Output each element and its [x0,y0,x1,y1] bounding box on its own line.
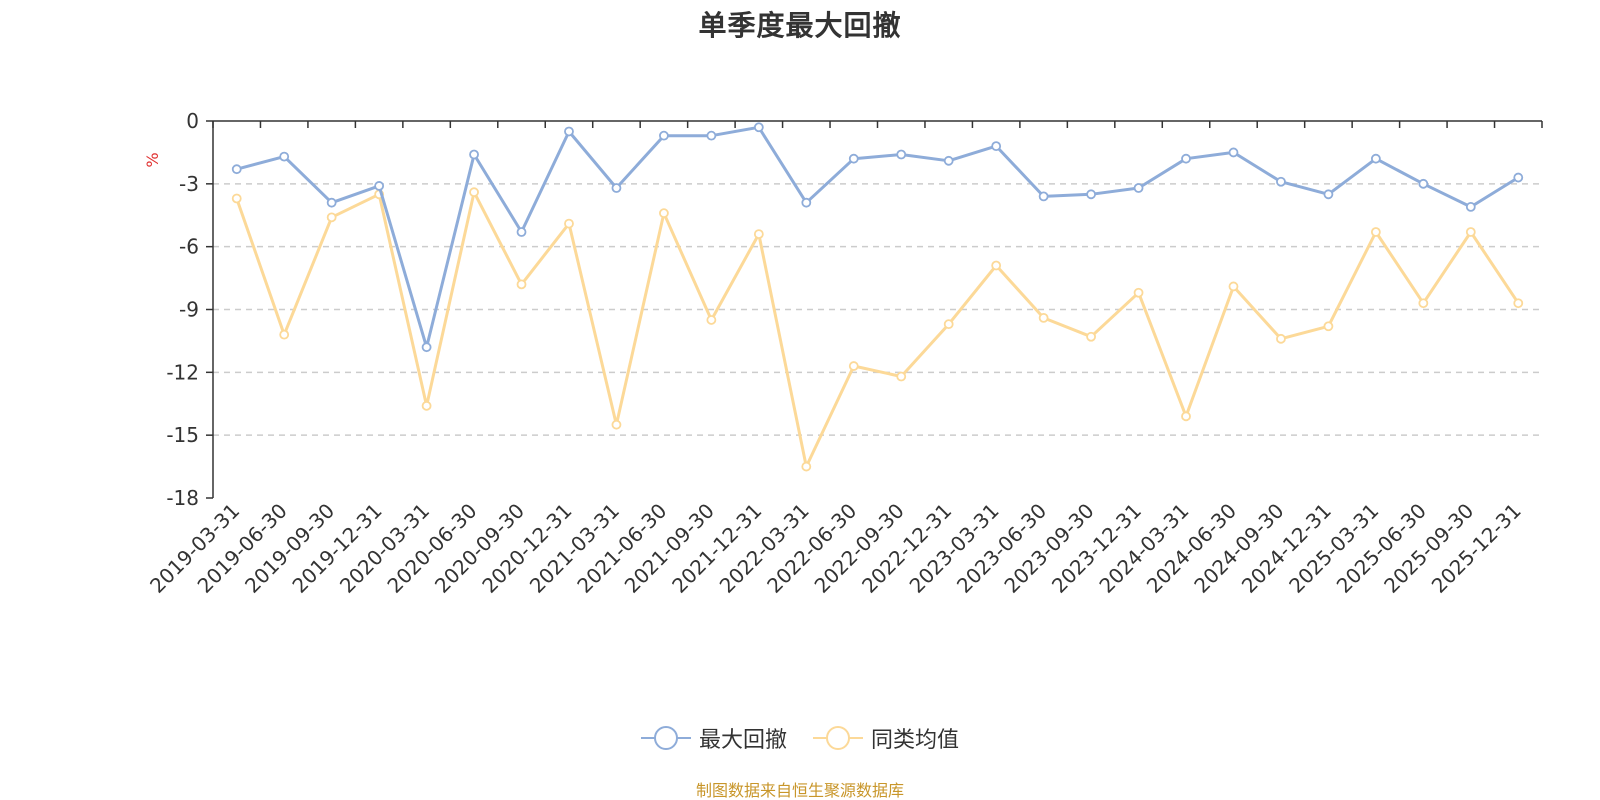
series-layer [231,122,1524,472]
series-0-point-22[interactable] [1276,176,1286,187]
series-1-point-16[interactable] [991,260,1002,271]
y-tick-label-2: -6 [179,235,199,259]
series-1-point-24[interactable] [1370,227,1381,237]
series-0-point-4[interactable] [421,342,432,353]
series-0-point-8[interactable] [611,183,622,193]
series-0-point-11[interactable] [753,122,764,133]
legend-label-0: 最大回撤 [698,728,787,753]
series-0-point-21[interactable] [1228,147,1239,158]
series-1-point-21[interactable] [1228,281,1239,292]
legend-label-1: 同类均值 [871,728,960,753]
series-0-point-9[interactable] [659,130,669,141]
y-tick-label-1: -3 [179,172,199,196]
y-axis-label: % [143,152,162,167]
series-0-point-12[interactable] [801,197,812,208]
series-1-point-12[interactable] [801,461,812,472]
legend-item-0[interactable]: 最大回撤 [640,722,787,754]
series-0-point-17[interactable] [1038,191,1049,202]
series-1-point-26[interactable] [1465,227,1476,237]
series-0-point-27[interactable] [1513,172,1524,183]
series-0-point-18[interactable] [1086,189,1096,200]
series-0-point-16[interactable] [991,141,1002,152]
series-1-point-14[interactable] [896,371,907,382]
legend-item-1[interactable]: 同类均值 [813,722,959,754]
series-0-point-1[interactable] [279,151,290,162]
series-0-point-6[interactable] [516,227,527,237]
series-1-point-20[interactable] [1181,411,1191,422]
series-0-point-14[interactable] [896,149,907,160]
series-1-point-27[interactable] [1513,298,1524,309]
series-0-point-3[interactable] [374,181,385,191]
series-line-1 [235,190,1520,469]
y-tick-label-0: 0 [186,109,199,133]
series-1-point-19[interactable] [1133,287,1144,298]
legend-swatch-1-icon [813,726,863,750]
series-0-point-15[interactable] [943,155,954,166]
legend-swatch-0-icon [640,726,691,750]
series-1-point-23[interactable] [1323,321,1334,332]
series-1-point-5[interactable] [469,187,479,198]
series-1-point-1[interactable] [279,329,290,340]
series-1-point-13[interactable] [848,361,859,371]
series-1-point-18[interactable] [1086,331,1096,342]
series-1-point-25[interactable] [1418,298,1429,309]
series-1-point-2[interactable] [326,212,337,223]
grid-layer [213,183,1542,436]
series-0-point-13[interactable] [848,153,859,164]
series-1-point-11[interactable] [753,229,764,240]
series-0-point-20[interactable] [1181,153,1191,164]
series-0-point-5[interactable] [469,149,479,160]
y-tick-label-6: -18 [166,486,199,510]
series-1-point-8[interactable] [611,419,622,430]
series-1-point-22[interactable] [1276,333,1286,344]
series-0-point-25[interactable] [1418,178,1429,189]
series-0-point-19[interactable] [1133,183,1144,193]
source-note: 制图数据来自恒生聚源数据库 [695,781,904,800]
series-1-point-6[interactable] [516,279,527,290]
chart-title: 单季度最大回撤 [698,9,902,42]
series-0-point-10[interactable] [706,130,717,141]
y-tick-label-3: -9 [179,298,199,322]
series-1-point-7[interactable] [564,218,574,229]
series-1-point-15[interactable] [943,319,954,330]
series-0-point-0[interactable] [231,164,242,175]
legend: 最大回撤 同类均值 [0,722,1600,754]
series-1-point-9[interactable] [659,208,669,219]
series-0-point-2[interactable] [326,197,337,208]
series-0-point-7[interactable] [564,126,574,137]
series-1-point-17[interactable] [1038,312,1049,323]
series-1-point-4[interactable] [421,400,432,411]
series-1-point-0[interactable] [231,193,242,204]
y-tick-label-4: -12 [166,360,199,384]
series-0-point-26[interactable] [1465,201,1476,212]
series-1-point-10[interactable] [706,315,717,325]
y-tick-label-5: -15 [166,423,199,447]
series-0-point-23[interactable] [1323,189,1334,200]
series-line-0 [236,125,1520,349]
line-chart: 0-3-6-9-12-15-182019-03-312019-06-302019… [143,109,1543,598]
axis-layer: 0-3-6-9-12-15-182019-03-312019-06-302019… [145,109,1543,598]
series-0-point-24[interactable] [1370,153,1381,164]
